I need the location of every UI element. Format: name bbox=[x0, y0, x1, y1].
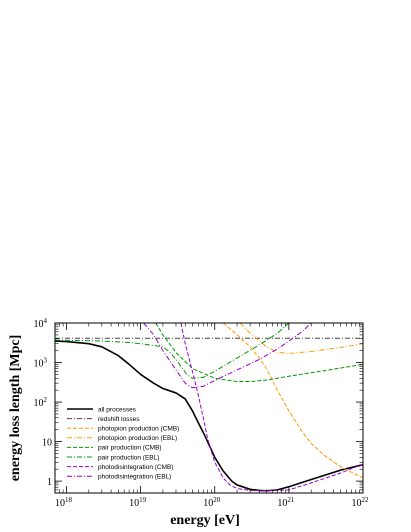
x-tick-label-1: 1019 bbox=[129, 496, 147, 509]
y-tick-label-2: 102 bbox=[34, 396, 48, 409]
y-tick-label-1: 10 bbox=[42, 438, 52, 449]
legend-label-6: photodisintegration (CMB) bbox=[98, 464, 174, 471]
legend: all processes redshift losses photopion pr… bbox=[67, 406, 179, 481]
y-tick-label-3: 103 bbox=[34, 357, 48, 370]
x-tick-label-4: 1022 bbox=[352, 496, 370, 509]
series-line-2 bbox=[222, 323, 363, 479]
legend-label-4: pair production (CMB) bbox=[98, 445, 162, 452]
series-line-4 bbox=[155, 323, 363, 383]
tick-layer: 1018 1019 1020 1021 1022 1 10 102 103 104 bbox=[34, 317, 370, 509]
series-line-5 bbox=[55, 323, 290, 379]
legend-label-0: all processes bbox=[98, 406, 137, 413]
legend-label-5: pair production (EBL) bbox=[98, 454, 159, 461]
series-line-6 bbox=[180, 323, 363, 492]
legend-label-2: photopion production (CMB) bbox=[98, 426, 179, 433]
legend-label-1: redshift losses bbox=[98, 416, 140, 423]
series-line-3 bbox=[239, 323, 363, 354]
y-tick-label-4: 104 bbox=[34, 317, 48, 330]
legend-label-3: photopion production (EBL) bbox=[98, 435, 177, 442]
x-tick-label-2: 1020 bbox=[203, 496, 221, 509]
x-axis-title: energy [eV] bbox=[170, 513, 240, 528]
series-line-0 bbox=[55, 340, 363, 492]
series-line-7 bbox=[143, 323, 312, 389]
x-tick-label-3: 1021 bbox=[277, 496, 295, 509]
series-layer bbox=[55, 323, 363, 492]
x-tick-label-0: 1018 bbox=[55, 496, 72, 509]
legend-label-7: photodisintegration (EBL) bbox=[98, 474, 171, 481]
y-tick-label-0: 1 bbox=[47, 477, 52, 488]
y-axis-title: energy loss length [Mpc] bbox=[8, 335, 23, 482]
